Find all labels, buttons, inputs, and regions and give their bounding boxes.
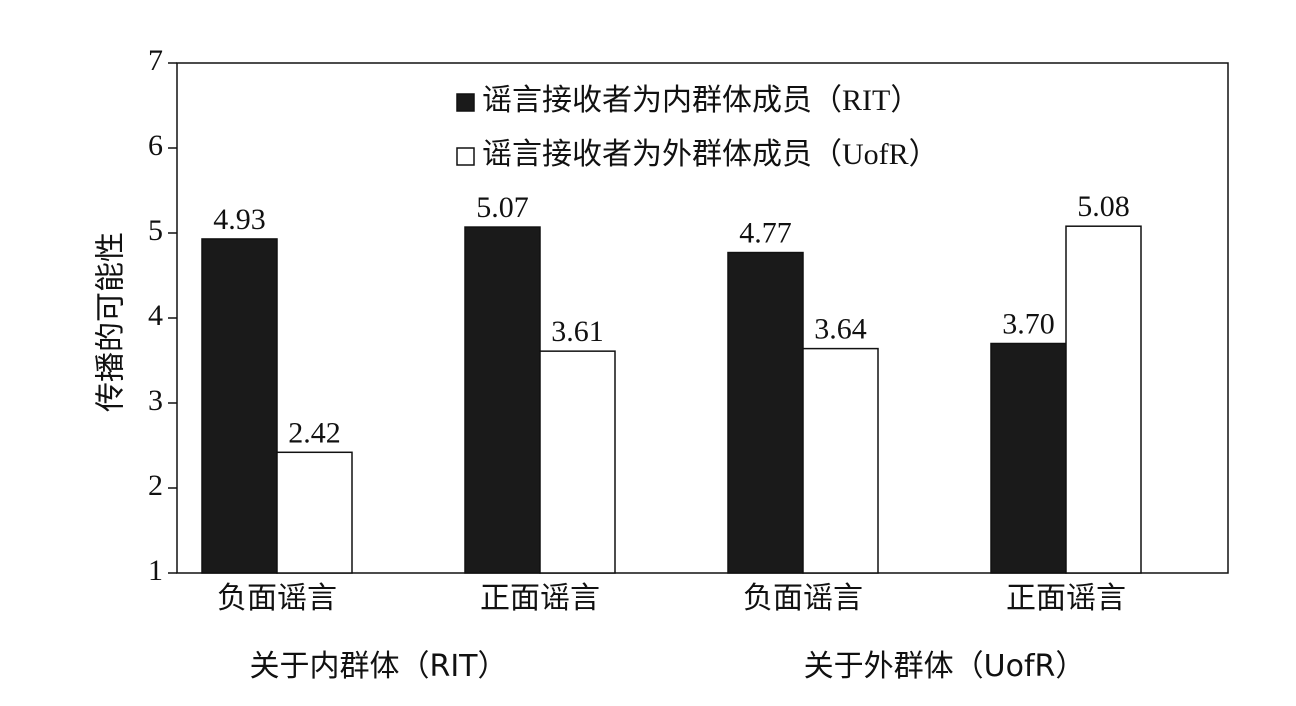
bars — [201, 225, 1142, 574]
x-tick-label: 正面谣言 — [480, 582, 600, 615]
y-tick-label: 1 — [148, 554, 163, 587]
legend-swatch — [456, 93, 475, 112]
x-tick-label: 负面谣言 — [217, 582, 337, 615]
y-tick-label: 5 — [148, 214, 163, 247]
bar — [802, 347, 879, 574]
bar-value-label: 3.70 — [1002, 308, 1055, 341]
legend-entry: 谣言接收者为外群体成员（UofR） — [482, 138, 939, 171]
bar-value-label: 4.93 — [213, 203, 266, 236]
bar-value-label: 5.08 — [1077, 190, 1130, 223]
bar — [1065, 225, 1142, 574]
y-tick-label: 7 — [148, 44, 163, 77]
y-tick-label: 4 — [148, 299, 163, 332]
x-tick-label: 正面谣言 — [1006, 582, 1126, 615]
bar — [539, 350, 616, 574]
y-axis: 1 2 3 4 5 6 7 — [148, 44, 177, 587]
bar — [276, 451, 353, 574]
y-tick-label: 2 — [148, 469, 163, 502]
y-tick-label: 6 — [148, 129, 163, 162]
x-tick-label: 负面谣言 — [743, 582, 863, 615]
bar-value-label: 2.42 — [288, 416, 341, 449]
y-tick-label: 3 — [148, 384, 163, 417]
bar — [727, 251, 804, 574]
bar-value-label: 3.61 — [551, 315, 604, 348]
legend-entry: 谣言接收者为内群体成员（RIT） — [482, 84, 920, 117]
x-group-label: 关于内群体（RIT） — [249, 649, 507, 684]
bar — [201, 238, 278, 574]
bar-value-label: 4.77 — [739, 217, 792, 250]
legend: 谣言接收者为内群体成员（RIT） 谣言接收者为外群体成员（UofR） — [456, 84, 939, 171]
bar — [990, 342, 1067, 574]
bar-value-labels: 4.93 2.42 5.07 3.61 4.77 3.64 3.70 5.08 — [213, 190, 1130, 449]
legend-swatch — [456, 147, 475, 166]
bar-value-label: 3.64 — [814, 313, 867, 346]
bar-value-label: 5.07 — [476, 191, 529, 224]
bar — [464, 226, 541, 574]
y-axis-label: 传播的可能性 — [94, 232, 129, 412]
x-group-label: 关于外群体（UofR） — [804, 649, 1086, 684]
